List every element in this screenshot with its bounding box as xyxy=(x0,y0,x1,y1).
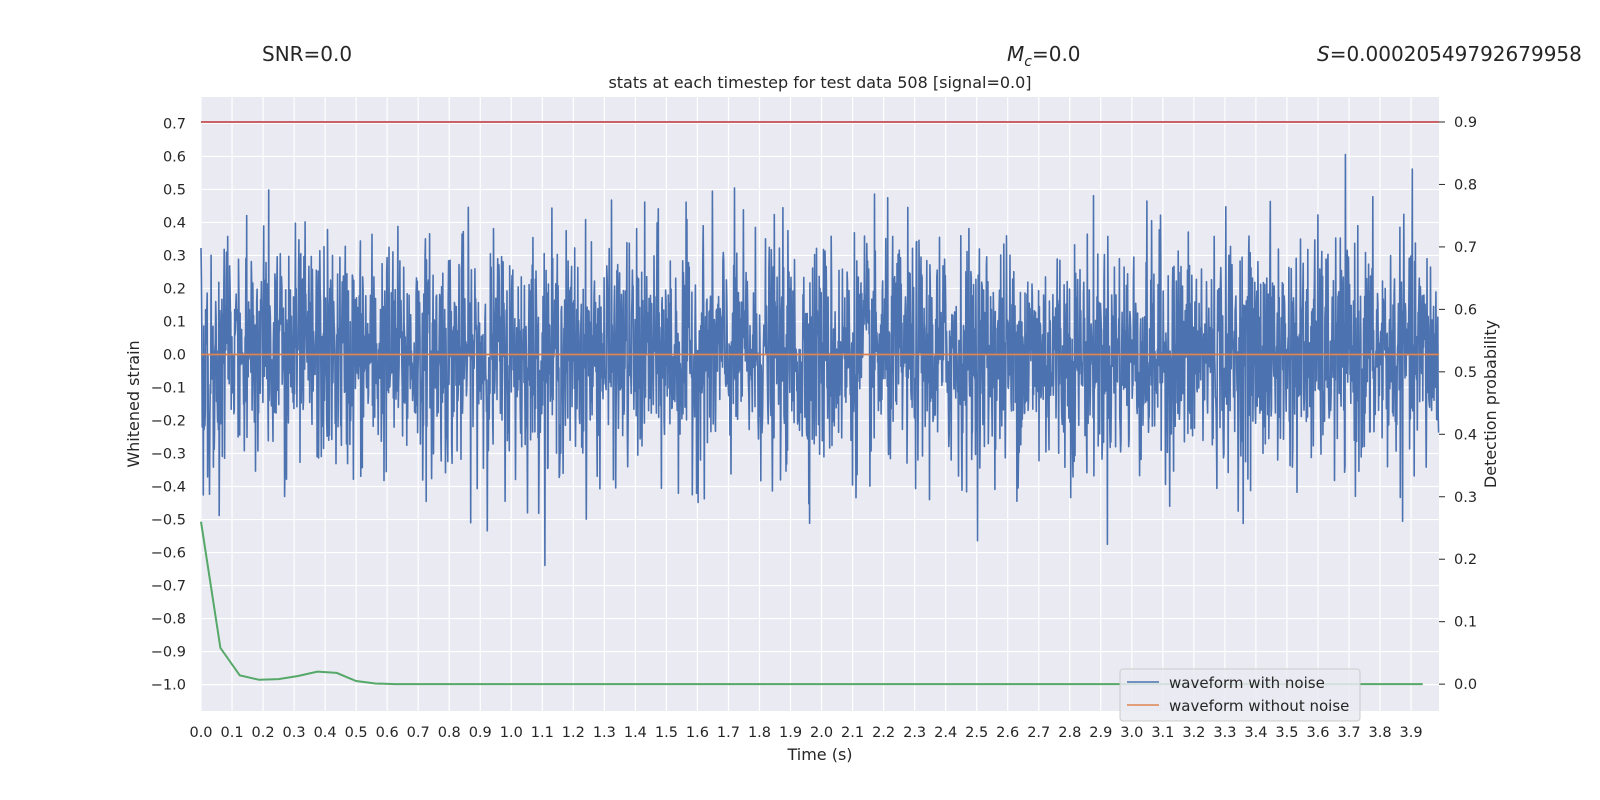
x-tick-label: 3.2 xyxy=(1182,725,1205,741)
y-tick-label: 0.2 xyxy=(163,281,186,297)
x-tick-label: 3.0 xyxy=(1120,725,1143,741)
y2-axis-ticks: 0.9 0.8 0.7 0.6 0.5 0.4 0.3 0.2 0.1 0.0 xyxy=(1439,115,1477,693)
y2-axis-label: Detection probability xyxy=(1481,320,1500,488)
x-tick-label: 2.3 xyxy=(903,725,926,741)
y-tick-label: −0.9 xyxy=(151,645,186,661)
x-tick-label: 0.9 xyxy=(469,725,492,741)
x-tick-label: 3.8 xyxy=(1369,725,1392,741)
waveform-with-noise-series xyxy=(200,153,1440,567)
chirp-mass-symbol: M xyxy=(1007,42,1024,66)
y-tick-label: −0.5 xyxy=(151,513,186,529)
y-tick-label: −0.7 xyxy=(151,579,186,595)
chirp-mass-value: =0.0 xyxy=(1032,42,1081,66)
y-tick-label: −0.1 xyxy=(151,380,186,396)
y-tick-label: 0.7 xyxy=(163,116,186,132)
noise-waveform-line xyxy=(200,153,1440,567)
y-axis-ticks: 0.7 0.6 0.5 0.4 0.3 0.2 0.1 0.0 −0.1 −0.2 −0.3 −0.4… xyxy=(151,116,186,693)
x-tick-label: 1.8 xyxy=(748,725,771,741)
chirp-mass-subscript: c xyxy=(1024,54,1032,70)
snr-label: SNR=0.0 xyxy=(262,42,352,66)
y2-tick-label: 0.6 xyxy=(1454,302,1477,318)
x-tick-label: 2.8 xyxy=(1058,725,1081,741)
x-tick-label: 1.2 xyxy=(562,725,585,741)
x-axis-label: Time (s) xyxy=(786,745,852,764)
x-tick-label: 3.9 xyxy=(1400,725,1423,741)
y2-tick-label: 0.8 xyxy=(1454,177,1477,193)
x-tick-label: 1.6 xyxy=(686,725,709,741)
x-tick-label: 3.3 xyxy=(1213,725,1236,741)
x-tick-label: 1.1 xyxy=(531,725,554,741)
detection-probability-line xyxy=(200,521,1423,686)
y-tick-label: −0.2 xyxy=(151,414,186,430)
x-tick-label: 0.4 xyxy=(314,725,337,741)
s-statistic-symbol: S xyxy=(1317,42,1330,66)
y2-tick-label: 0.7 xyxy=(1454,240,1477,256)
x-tick-label: 2.7 xyxy=(1027,725,1050,741)
x-tick-label: 3.7 xyxy=(1337,725,1360,741)
y-tick-label: 0.3 xyxy=(163,248,186,264)
y-tick-label: 0.0 xyxy=(163,347,186,363)
x-tick-label: 0.0 xyxy=(189,725,212,741)
y2-tick-label: 0.2 xyxy=(1454,552,1477,568)
chart-title: stats at each timestep for test data 508… xyxy=(608,73,1031,92)
x-tick-label: 3.5 xyxy=(1275,725,1298,741)
x-tick-label: 1.3 xyxy=(593,725,616,741)
x-axis-ticks: 0.0 0.1 0.2 0.3 0.4 0.5 0.6 0.7 0.8 0.9 1.0 1.1 1.2 1… xyxy=(189,725,1422,741)
s-statistic-label: S=0.00020549792679958 xyxy=(1317,42,1582,66)
x-tick-label: 2.0 xyxy=(810,725,833,741)
x-tick-label: 2.6 xyxy=(996,725,1019,741)
y-tick-label: 0.4 xyxy=(163,215,186,231)
legend-label-clean: waveform without noise xyxy=(1169,697,1349,715)
y2-tick-label: 0.4 xyxy=(1454,427,1477,443)
x-tick-label: 0.5 xyxy=(345,725,368,741)
y2-tick-label: 0.0 xyxy=(1454,677,1477,693)
y-tick-label: 0.5 xyxy=(163,182,186,198)
x-tick-label: 0.3 xyxy=(283,725,306,741)
x-tick-label: 3.4 xyxy=(1244,725,1267,741)
x-tick-label: 0.2 xyxy=(252,725,275,741)
x-tick-label: 3.1 xyxy=(1151,725,1174,741)
y-tick-label: −0.8 xyxy=(151,612,186,628)
y-tick-label: −0.6 xyxy=(151,546,186,562)
chart-marks xyxy=(200,121,1439,686)
x-tick-label: 2.4 xyxy=(934,725,957,741)
x-tick-label: 2.1 xyxy=(841,725,864,741)
x-tick-label: 1.9 xyxy=(779,725,802,741)
x-tick-label: 2.5 xyxy=(965,725,988,741)
x-tick-label: 1.0 xyxy=(500,725,523,741)
chirp-mass-label: Mc=0.0 xyxy=(1007,42,1081,70)
y2-tick-label: 0.1 xyxy=(1454,615,1477,631)
x-tick-label: 3.6 xyxy=(1306,725,1329,741)
y2-tick-label: 0.5 xyxy=(1454,365,1477,381)
x-tick-label: 2.9 xyxy=(1089,725,1112,741)
x-tick-label: 0.6 xyxy=(376,725,399,741)
x-tick-label: 0.1 xyxy=(220,725,243,741)
s-statistic-value: =0.00020549792679958 xyxy=(1330,42,1582,66)
y-tick-label: −0.4 xyxy=(151,480,186,496)
y-tick-label: 0.1 xyxy=(163,314,186,330)
y-tick-label: −1.0 xyxy=(151,678,186,694)
legend-label-noise: waveform with noise xyxy=(1169,674,1325,692)
y2-tick-label: 0.9 xyxy=(1454,115,1477,131)
x-tick-label: 0.8 xyxy=(438,725,461,741)
x-tick-label: 1.7 xyxy=(717,725,740,741)
y-tick-label: −0.3 xyxy=(151,447,186,463)
x-tick-label: 0.7 xyxy=(407,725,430,741)
y2-tick-label: 0.3 xyxy=(1454,490,1477,506)
x-tick-label: 1.4 xyxy=(624,725,647,741)
x-tick-label: 1.5 xyxy=(655,725,678,741)
legend: waveform with noise waveform without noi… xyxy=(1119,668,1361,722)
legend-box xyxy=(1119,668,1361,722)
y-tick-label: 0.6 xyxy=(163,149,186,165)
y-axis-label: Whitened strain xyxy=(124,340,143,467)
x-tick-label: 2.2 xyxy=(872,725,895,741)
